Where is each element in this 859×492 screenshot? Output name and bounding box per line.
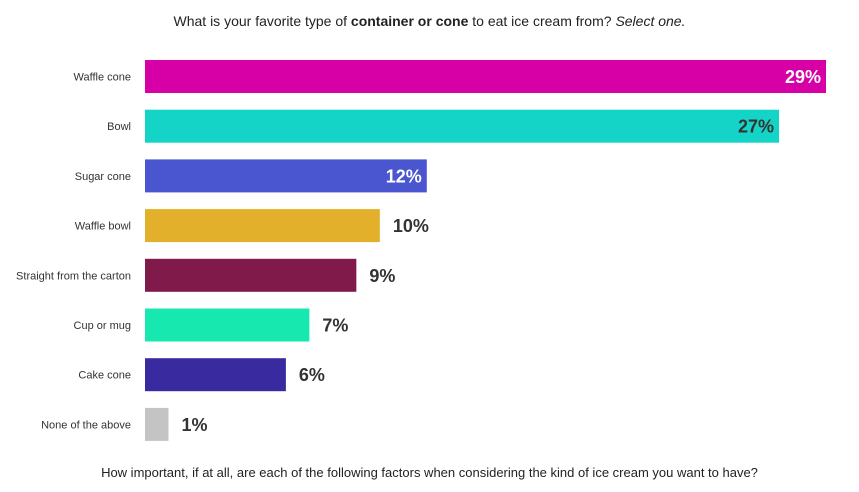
bar [145,358,286,392]
chart-title-part-2: container or cone [350,13,469,29]
category-label: Sugar cone [75,171,131,183]
bar [145,109,780,143]
value-label: 10% [393,216,429,236]
bar [145,209,380,243]
category-label: Bowl [107,121,131,133]
next-question-text: How important, if at all, are each of th… [101,465,758,480]
chart-title-part-4: Select one. [615,13,686,29]
bar [145,60,826,93]
chart-title-part-3: to eat ice cream from? [468,13,616,29]
value-label: 6% [299,365,325,385]
bar [145,308,310,342]
category-label: Straight from the carton [16,270,131,282]
bar-chart: Waffle cone 29% Bowl 27% Sugar cone 12% Waffle… [16,60,826,441]
value-label: 12% [386,166,422,186]
bar [145,258,357,292]
bar [145,407,169,441]
category-label: None of the above [41,419,131,431]
category-label: Cup or mug [74,320,131,332]
chart-title: What is your favorite type of container … [0,13,859,29]
value-label: 27% [738,117,774,137]
value-label: 7% [322,316,348,336]
value-label: 9% [369,266,395,286]
bar [145,159,427,193]
value-label: 29% [785,67,821,87]
chart-title-part-1: What is your favorite type of [173,13,351,29]
category-label: Cake cone [78,370,131,382]
category-label: Waffle cone [74,72,131,84]
category-label: Waffle bowl [75,221,131,233]
value-label: 1% [181,415,207,435]
